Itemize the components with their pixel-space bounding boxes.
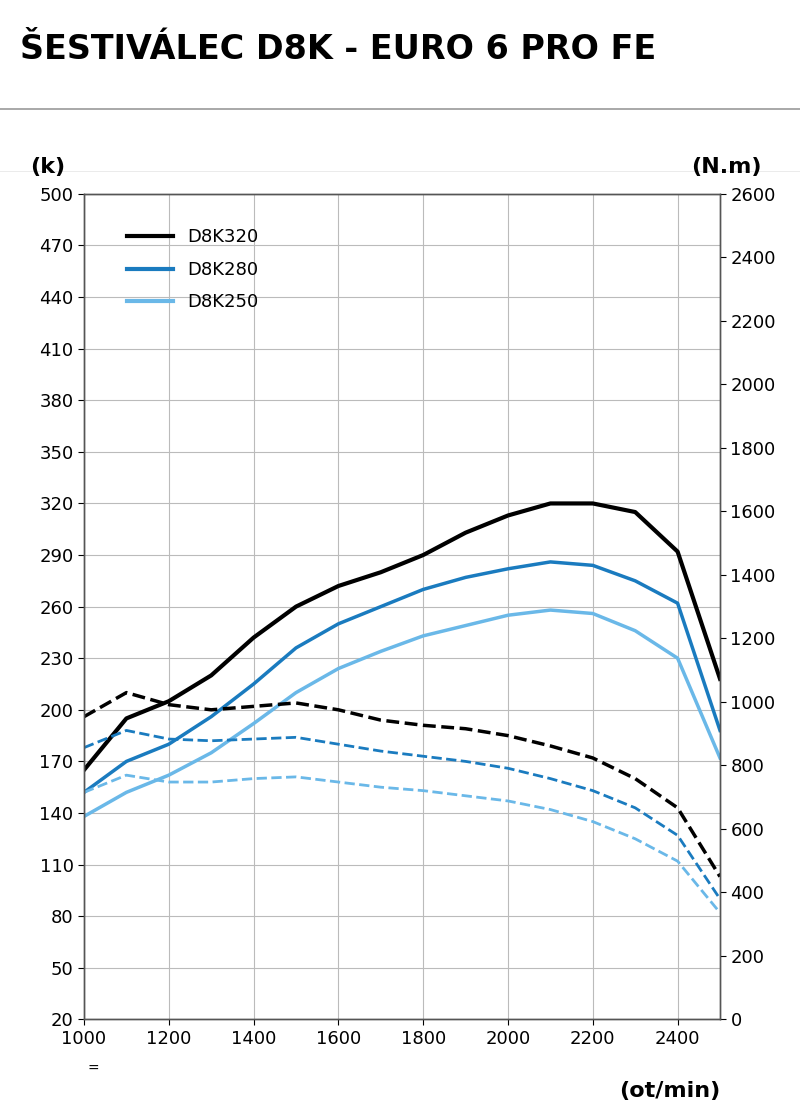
Text: (k): (k)	[30, 157, 65, 177]
Text: (ot/min): (ot/min)	[618, 1081, 720, 1101]
Text: =: =	[87, 1061, 99, 1076]
Text: ŠESTIVÁLEC D8K - EURO 6 PRO FE: ŠESTIVÁLEC D8K - EURO 6 PRO FE	[20, 33, 656, 66]
Legend: D8K320, D8K280, D8K250: D8K320, D8K280, D8K250	[118, 219, 267, 320]
Text: (N.m): (N.m)	[691, 157, 762, 177]
